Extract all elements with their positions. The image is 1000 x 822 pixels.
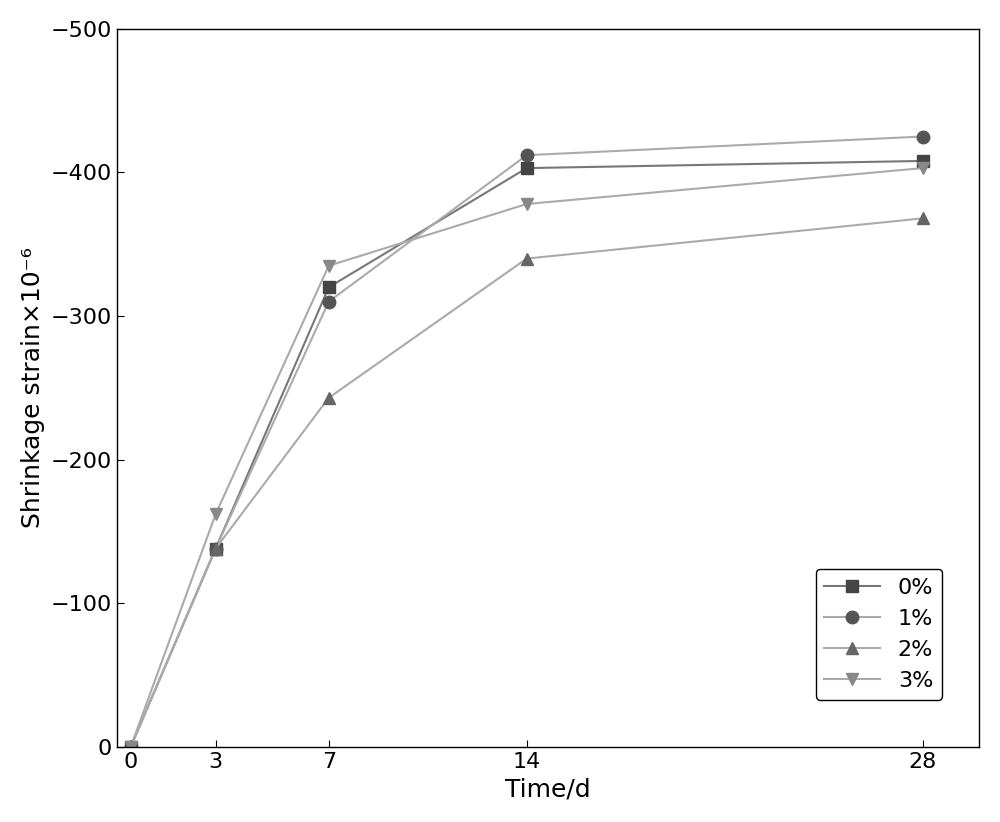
- 3%: [521, 199, 533, 209]
- Line: 3%: 3%: [125, 162, 929, 753]
- 1%: [521, 150, 533, 160]
- 3%: [125, 741, 137, 751]
- 0%: [917, 156, 929, 166]
- 0%: [210, 543, 222, 553]
- 2%: [125, 741, 137, 751]
- 2%: [210, 543, 222, 553]
- Y-axis label: Shrinkage strain×10⁻⁶: Shrinkage strain×10⁻⁶: [21, 247, 45, 529]
- 2%: [521, 254, 533, 264]
- Line: 2%: 2%: [125, 212, 929, 753]
- 1%: [323, 297, 335, 307]
- 1%: [917, 132, 929, 141]
- Legend: 0%, 1%, 2%, 3%: 0%, 1%, 2%, 3%: [816, 569, 942, 700]
- 2%: [323, 393, 335, 403]
- 3%: [323, 261, 335, 270]
- 1%: [210, 543, 222, 553]
- 2%: [917, 214, 929, 224]
- 0%: [125, 741, 137, 751]
- Line: 1%: 1%: [125, 130, 929, 753]
- Line: 0%: 0%: [125, 155, 929, 753]
- 0%: [323, 282, 335, 292]
- 1%: [125, 741, 137, 751]
- 0%: [521, 164, 533, 173]
- X-axis label: Time/d: Time/d: [505, 777, 591, 801]
- 3%: [917, 164, 929, 173]
- 3%: [210, 509, 222, 519]
